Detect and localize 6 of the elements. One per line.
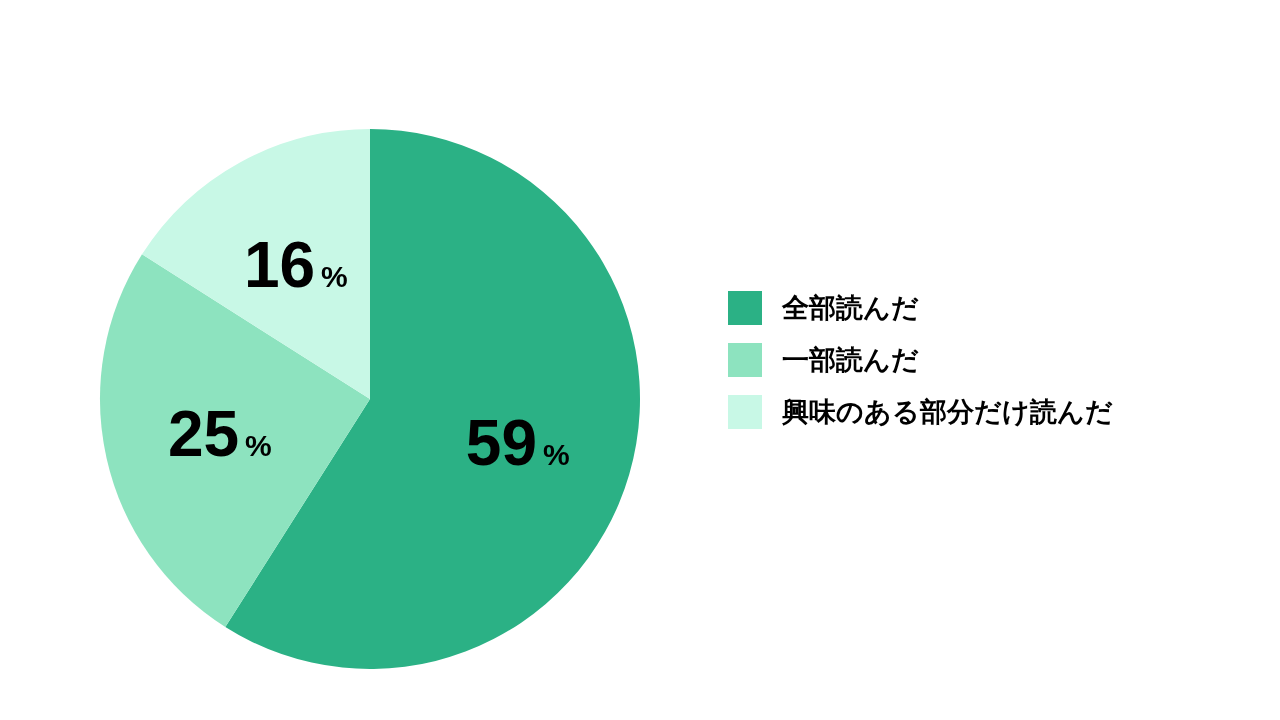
data-label: 16% <box>243 229 348 302</box>
data-label: 59% <box>465 406 570 479</box>
legend-label: 一部読んだ <box>782 343 919 377</box>
legend-label: 全部読んだ <box>782 291 919 325</box>
legend-label: 興味のある部分だけ読んだ <box>782 395 1113 429</box>
data-label: 25% <box>167 397 272 470</box>
